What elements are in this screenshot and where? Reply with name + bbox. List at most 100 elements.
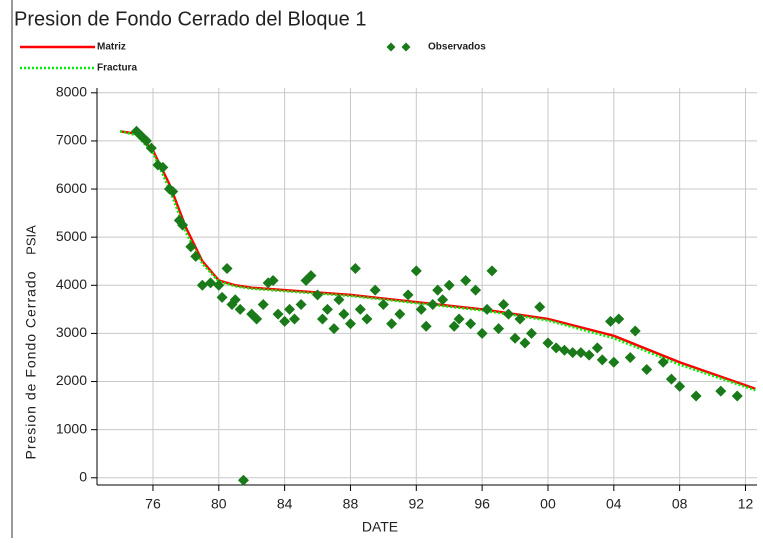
data-point [476,327,488,339]
data-point [328,323,340,335]
legend-label: Fractura [97,63,137,74]
data-point [624,351,636,363]
data-point [213,279,225,291]
data-point [251,313,263,325]
data-point [591,342,603,354]
data-point [448,320,460,332]
data-point [305,270,317,282]
data-point [583,349,595,361]
plot-background [97,88,757,485]
data-point [542,337,554,349]
x-axis-label: DATE [362,519,398,535]
data-point [715,385,727,397]
data-point [420,320,432,332]
data-point [167,185,179,197]
data-point [361,313,373,325]
data-line [119,130,756,392]
data-point [402,289,414,301]
data-point [526,327,538,339]
data-point [690,390,702,402]
data-point [432,284,444,296]
data-point [509,332,521,344]
legend-label: Matriz [97,42,126,53]
data-point [205,277,217,289]
data-point [410,265,422,277]
y-tick-label: 8000 [56,84,87,100]
data-point [394,308,406,320]
x-tick-label: 92 [409,496,425,512]
data-point [534,301,546,313]
data-point [502,308,514,320]
data-point [608,356,620,368]
data-point [272,308,284,320]
data-point [558,344,570,356]
data-point [185,241,197,253]
x-tick-label: 00 [540,496,556,512]
data-point [596,354,608,366]
data-point [338,308,350,320]
data-point [514,313,526,325]
x-tick-label: 84 [277,496,293,512]
data-point [216,291,228,303]
x-tick-label: 12 [738,496,754,512]
data-point [550,342,562,354]
data-point [369,284,381,296]
data-point [234,303,246,315]
data-point [567,347,579,359]
y-axis-label: Presion de Fondo Cerrado [23,271,39,460]
data-point [349,262,361,274]
y-tick-label: 4000 [56,276,87,292]
legend-marker [386,42,411,52]
data-point [613,313,625,325]
legend-label: Observados [428,42,486,53]
data-point [289,313,301,325]
data-point [460,274,472,286]
data-point [443,279,455,291]
x-tick-label: 76 [145,496,161,512]
x-tick-label: 80 [211,496,227,512]
data-point [157,161,169,173]
data-point [437,294,449,306]
data-point [333,294,345,306]
data-point [641,364,653,376]
data-point [493,323,505,335]
data-point [177,219,189,231]
data-point [257,299,269,311]
data-point [196,279,208,291]
data-point [190,250,202,262]
data-point [295,299,307,311]
data-point [284,303,296,315]
x-tick-label: 96 [474,496,490,512]
chart-title: Presion de Fondo Cerrado del Bloque 1 [14,8,366,30]
y-tick-label: 5000 [56,228,87,244]
x-tick-label: 08 [672,496,688,512]
data-point [246,308,258,320]
legend: Matriz Fractura Observados [20,42,486,74]
data-point [145,142,157,154]
data-point [731,390,743,402]
data-point [470,284,482,296]
data-point [415,303,427,315]
data-point [267,274,279,286]
data-point [377,299,389,311]
y-tick-label: 0 [79,468,87,484]
data-point [657,356,669,368]
data-point [674,380,686,392]
data-point [316,313,328,325]
data-point [344,318,356,330]
data-point [481,303,493,315]
y-tick-label: 3000 [56,324,87,340]
data-point [427,299,439,311]
data-point [140,135,152,147]
data-point [575,347,587,359]
y-tick-label: 2000 [56,372,87,388]
y-tick-label: 6000 [56,180,87,196]
y-axis-unit: PSIA [23,225,38,255]
data-point [321,303,333,315]
data-point [279,315,291,327]
data-point [498,299,510,311]
data-point [665,373,677,385]
data-point [237,474,249,486]
data-point [519,337,531,349]
